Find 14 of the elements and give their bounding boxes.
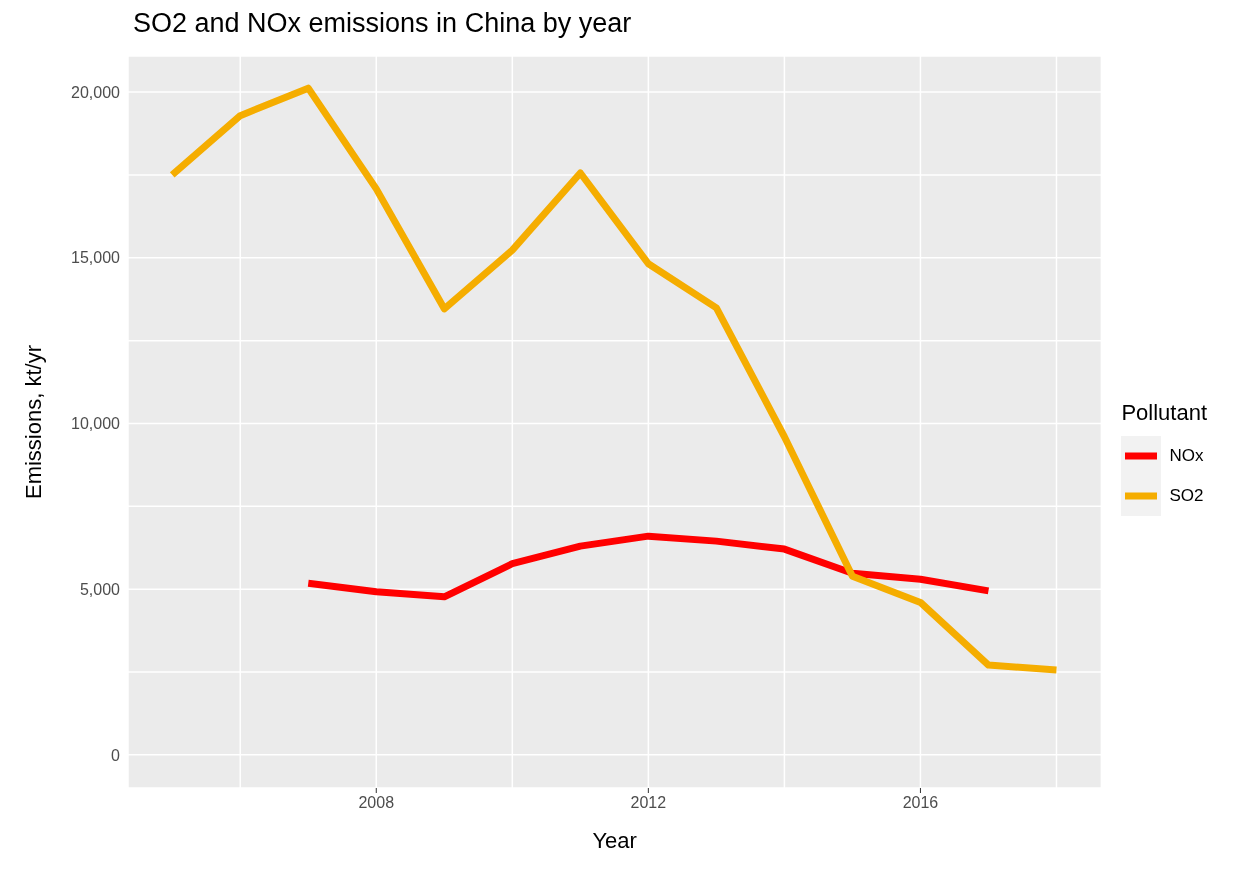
x-tick-label: 2012 (630, 794, 667, 811)
x-axis-title: Year (592, 828, 637, 853)
legend-label: SO2 (1169, 486, 1204, 506)
chart-title: SO2 and NOx emissions in China by year (133, 8, 633, 40)
x-tick-label: 2008 (358, 794, 395, 811)
y-tick-label: 0 (111, 746, 121, 764)
y-tick-label: 20,000 (71, 83, 121, 101)
legend-label: NOx (1169, 446, 1204, 466)
y-tick-label: 5,000 (79, 580, 121, 598)
y-tick-label: 10,000 (71, 415, 121, 433)
y-tick-label: 15,000 (71, 249, 121, 267)
x-tick-label: 2016 (902, 794, 939, 811)
y-axis-title: Emissions, kt/yr (20, 344, 46, 500)
legend-title: Pollutant (1121, 400, 1207, 426)
